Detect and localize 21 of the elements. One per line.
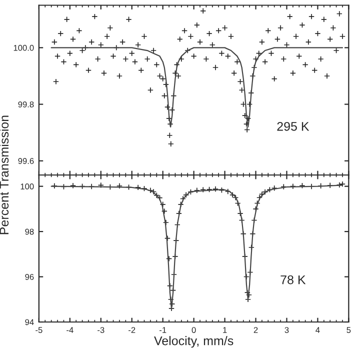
x-tick-label: -2 [128,327,136,333]
y-tick-label: 96 [25,274,34,280]
x-tick-label: 0 [192,327,196,333]
x-tick-label: -3 [98,327,104,333]
y-tick-label: 99.8 [18,101,34,108]
x-tick-label: 2 [254,327,258,333]
x-tick-label: 1 [223,327,227,333]
annotation: 78 K [280,275,306,284]
y-tick-label: 99.6 [18,158,34,164]
x-axis-title: Velocity, mm/s [154,336,234,348]
y-tick-label: 100 [20,184,34,190]
y-tick-label: 98 [25,228,34,235]
x-tick-label: 5 [346,327,351,333]
x-tick-label: 3 [284,327,289,333]
x-tick-label: 4 [316,327,320,333]
x-tick-label: -4 [66,327,74,333]
y-tick-label: 94 [25,319,34,326]
x-tick-label: -5 [36,327,42,333]
annotation: 295 K [277,122,310,131]
x-tick-label: -1 [160,327,166,333]
y-tick-label: 100.0 [14,44,34,51]
